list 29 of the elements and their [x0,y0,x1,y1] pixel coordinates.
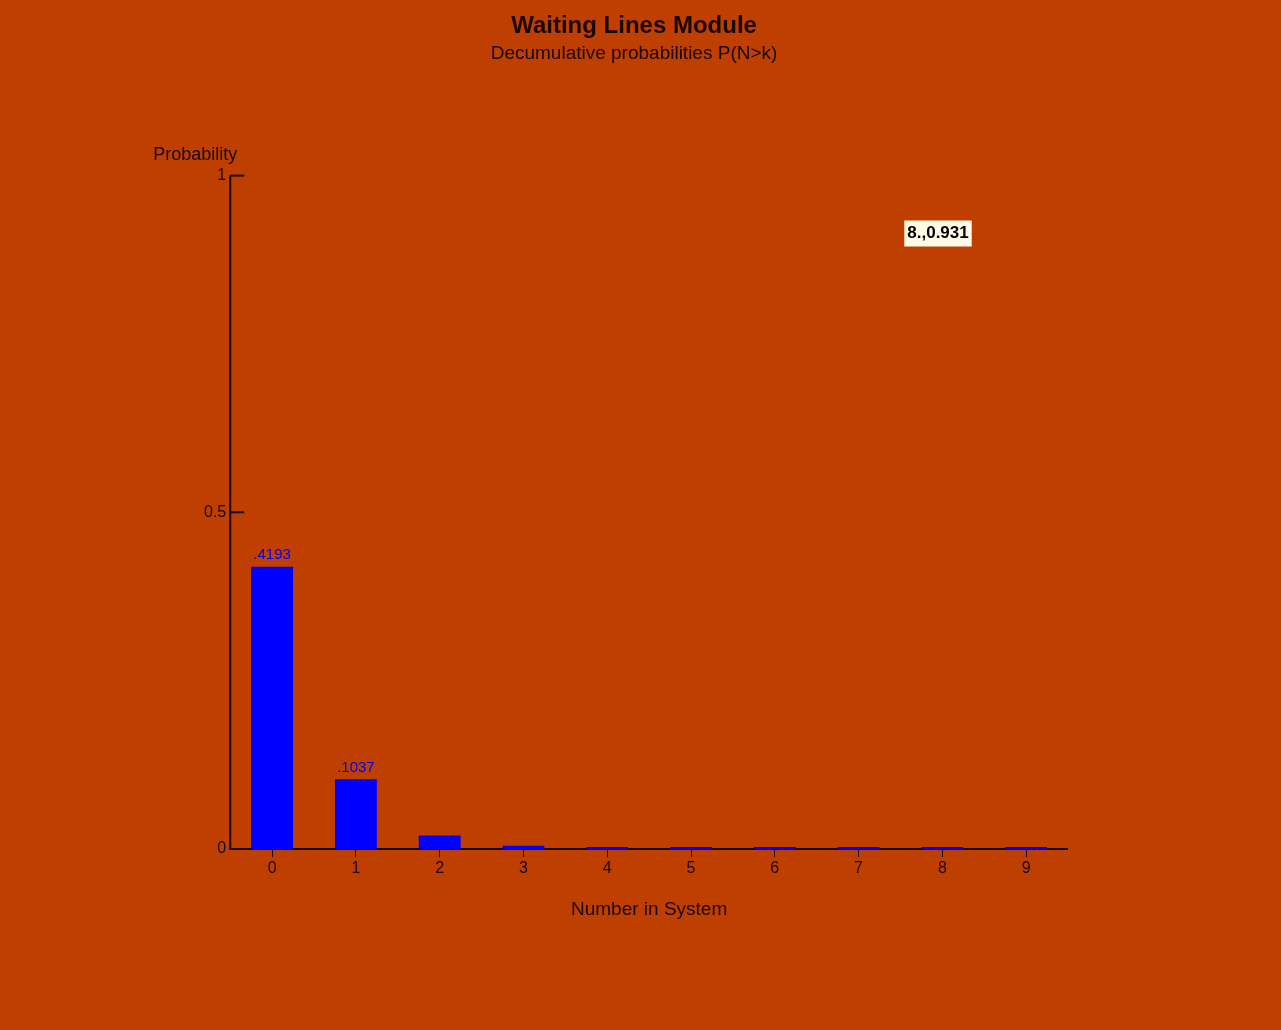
bar [670,846,712,849]
x-axis-title: Number in System [570,897,728,919]
bar [921,846,964,849]
chart-title: Waiting Lines Module [511,11,757,39]
x-tick-label: 0 [267,859,277,877]
x-tick-label: 9 [1021,859,1031,877]
y-axis-title: Probability [153,143,238,164]
x-tick-label: 8 [937,859,947,877]
x-tick-label: 4 [602,859,612,877]
annotation: 8.,0.931 [907,223,969,243]
bar [251,566,294,849]
chart-subtitle: Decumulative probabilities P(N>k) [490,42,778,64]
bar [334,779,377,849]
x-tick-label: 7 [854,859,864,877]
y-tick-label: 0.5 [203,502,227,520]
bar [418,835,461,849]
bar [1005,846,1048,849]
x-tick-label: 3 [519,859,528,877]
bar [586,846,629,849]
bar [837,846,880,849]
x-tick-label: 6 [770,859,780,877]
y-tick-label: 1 [217,166,227,184]
bar [753,846,796,849]
x-tick-label: 5 [686,859,696,877]
data-label: .4193 [253,545,291,563]
x-tick-label: 1 [351,859,361,877]
x-tick-label: 2 [435,859,445,877]
y-tick-label: 0 [217,839,227,857]
data-label: .1037 [337,757,375,775]
